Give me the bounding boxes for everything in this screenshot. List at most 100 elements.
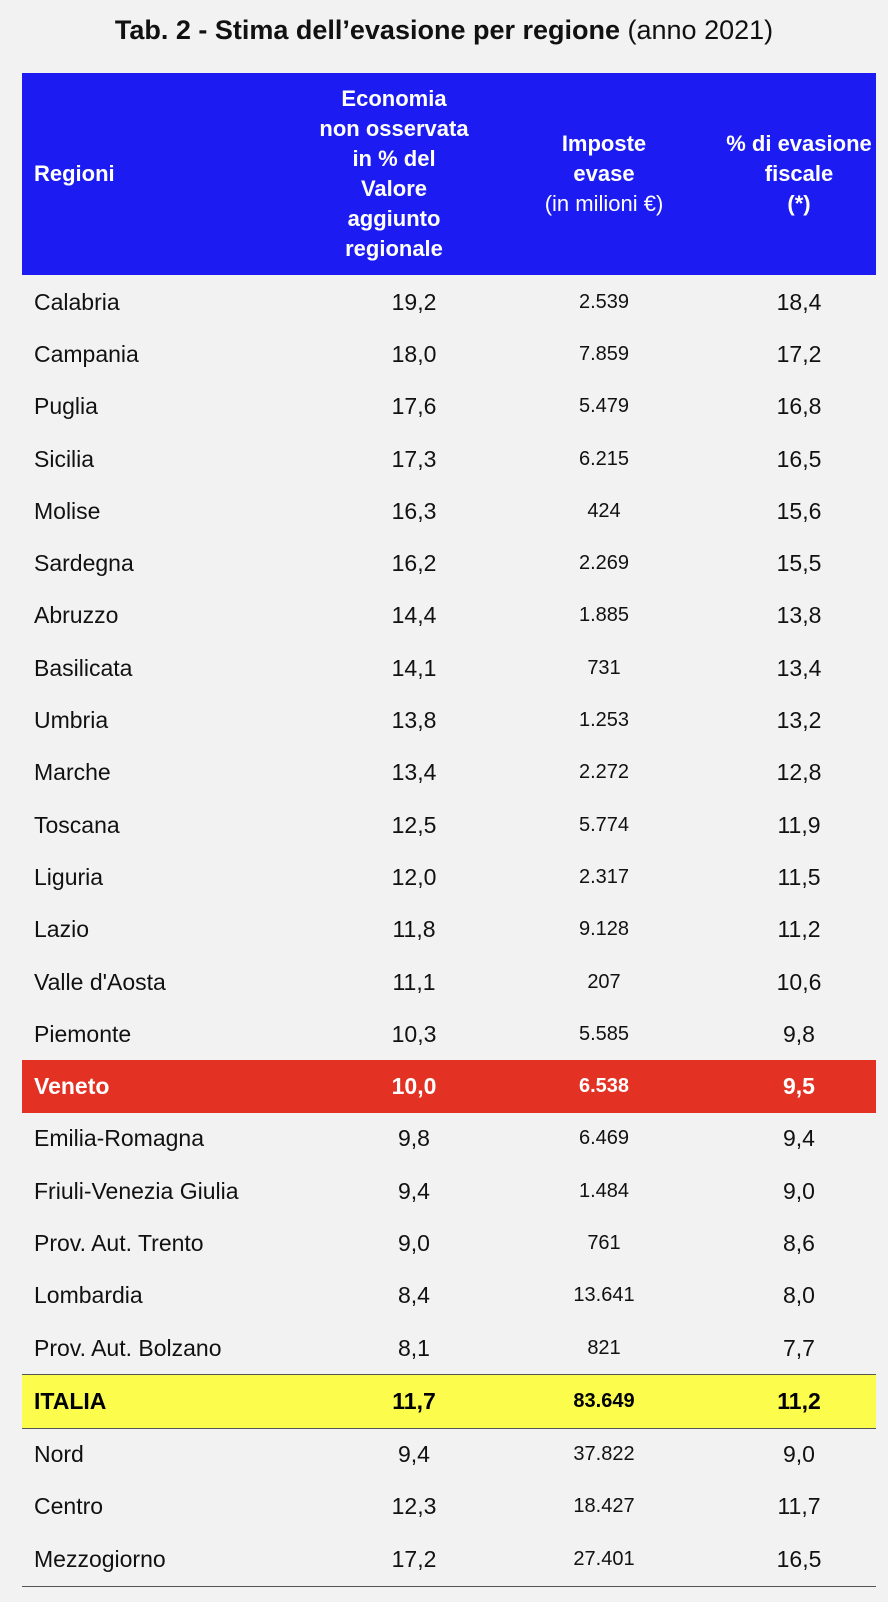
header-line: % di evasione <box>726 131 872 156</box>
header-line: in % del <box>352 146 436 171</box>
table-row: Sardegna 16,2 2.269 15,5 <box>22 537 876 589</box>
cell-imposte: 424 <box>587 499 621 522</box>
cell-imposte: 2.272 <box>578 761 630 784</box>
table-row: Sicilia 17,3 6.215 16,5 <box>22 433 876 485</box>
cell-evasione: 9,4 <box>783 1125 815 1152</box>
cell-evasione: 9,8 <box>783 1020 815 1047</box>
cell-region: Mezzogiorno <box>34 1545 166 1572</box>
cell-region: Campania <box>34 340 139 367</box>
cell-region: Prov. Aut. Bolzano <box>34 1334 222 1361</box>
table-row: Piemonte 10,3 5.585 9,8 <box>22 1008 876 1060</box>
cell-eno: 17,3 <box>391 445 437 472</box>
cell-imposte: 6.469 <box>578 1127 630 1150</box>
cell-eno: 12,0 <box>391 863 437 890</box>
cell-region: Lombardia <box>34 1282 143 1309</box>
header-evasione-fiscale: % di evasione fiscale (*) <box>694 73 888 275</box>
cell-evasione: 9,5 <box>783 1073 815 1100</box>
cell-eno: 12,3 <box>391 1493 437 1520</box>
cell-region: Emilia-Romagna <box>34 1125 205 1152</box>
cell-imposte: 5.479 <box>578 395 630 418</box>
cell-eno: 9,0 <box>398 1229 430 1256</box>
table-row: Calabria 19,2 2.539 18,4 <box>22 276 876 328</box>
cell-region: Lazio <box>34 916 89 943</box>
header-line: fiscale <box>764 161 834 186</box>
cell-evasione: 9,0 <box>783 1177 815 1204</box>
cell-evasione: 15,5 <box>776 550 822 577</box>
header-line: Imposte <box>561 131 647 156</box>
cell-imposte: 2.269 <box>578 552 630 575</box>
cell-region: Basilicata <box>34 654 133 681</box>
cell-eno: 18,0 <box>391 340 437 367</box>
cell-evasione: 17,2 <box>776 340 822 367</box>
cell-evasione: 16,5 <box>776 1545 822 1572</box>
table-row: Valle d'Aosta 11,1 207 10,6 <box>22 956 876 1008</box>
cell-region: Prov. Aut. Trento <box>34 1229 204 1256</box>
cell-eno: 16,3 <box>391 497 437 524</box>
cell-evasione: 11,9 <box>777 811 821 838</box>
table-header: Regioni Economia non osservata in % del … <box>22 73 876 275</box>
cell-evasione: 11,2 <box>777 916 821 943</box>
cell-imposte: 2.317 <box>578 865 630 888</box>
cell-imposte: 821 <box>587 1336 621 1359</box>
table-title-year: (anno 2021) <box>627 15 774 45</box>
cell-region: Toscana <box>34 811 120 838</box>
cell-imposte: 6.538 <box>578 1075 630 1098</box>
cell-region: Centro <box>34 1493 104 1520</box>
cell-evasione: 11,5 <box>777 863 821 890</box>
table-row: Friuli-Venezia Giulia 9,4 1.484 9,0 <box>22 1165 876 1217</box>
table-row: Prov. Aut. Trento 9,0 761 8,6 <box>22 1217 876 1269</box>
cell-eno: 17,6 <box>391 393 437 420</box>
cell-region: Abruzzo <box>34 602 119 629</box>
cell-region: Marche <box>34 759 111 786</box>
table-row: Mezzogiorno 17,2 27.401 16,5 <box>22 1533 876 1585</box>
cell-imposte: 1.484 <box>578 1179 630 1202</box>
table-row: Toscana 12,5 5.774 11,9 <box>22 799 876 851</box>
cell-evasione: 7,7 <box>783 1334 815 1361</box>
header-line: regionale <box>345 236 443 261</box>
cell-evasione: 9,0 <box>783 1441 815 1468</box>
header-economia-non-osservata: Economia non osservata in % del Valore a… <box>294 73 494 275</box>
cell-imposte: 6.215 <box>578 447 630 470</box>
cell-evasione: 15,6 <box>776 497 822 524</box>
cell-eno: 10,3 <box>391 1020 437 1047</box>
cell-region: Sicilia <box>34 445 95 472</box>
table-row: Umbria 13,8 1.253 13,2 <box>22 694 876 746</box>
cell-eno: 8,1 <box>398 1334 430 1361</box>
cell-evasione: 12,8 <box>776 759 822 786</box>
cell-evasione: 8,6 <box>783 1229 815 1256</box>
table-bottom-rule <box>22 1586 876 1587</box>
cell-imposte: 5.774 <box>578 813 630 836</box>
cell-evasione: 8,0 <box>783 1282 815 1309</box>
cell-region: Valle d'Aosta <box>34 968 166 995</box>
table-row: Centro 12,3 18.427 11,7 <box>22 1481 876 1533</box>
cell-region: Nord <box>34 1441 84 1468</box>
cell-region: Liguria <box>34 863 104 890</box>
table-row: Puglia 17,6 5.479 16,8 <box>22 381 876 433</box>
cell-eno: 10,0 <box>391 1073 437 1100</box>
cell-evasione: 13,4 <box>776 654 822 681</box>
table-row: Basilicata 14,1 731 13,4 <box>22 642 876 694</box>
table-row: Lombardia 8,4 13.641 8,0 <box>22 1270 876 1322</box>
cell-imposte: 13.641 <box>573 1284 635 1307</box>
cell-eno: 9,8 <box>398 1125 430 1152</box>
cell-eno: 13,8 <box>391 707 437 734</box>
cell-region: Veneto <box>34 1073 110 1100</box>
cell-region: Puglia <box>34 393 98 420</box>
cell-eno: 11,8 <box>392 916 436 943</box>
header-line: aggiunto <box>347 206 441 231</box>
cell-evasione: 13,8 <box>776 602 822 629</box>
table-row: Lazio 11,8 9.128 11,2 <box>22 904 876 956</box>
cell-imposte: 5.585 <box>578 1022 630 1045</box>
cell-imposte: 9.128 <box>578 918 630 941</box>
table-row: Emilia-Romagna 9,8 6.469 9,4 <box>22 1113 876 1165</box>
cell-region: Sardegna <box>34 550 134 577</box>
header-line: evase <box>573 161 635 186</box>
header-regioni-label: Regioni <box>34 161 115 186</box>
table-title-main: Tab. 2 - Stima dell’evasione per regione <box>114 15 620 45</box>
cell-eno: 17,2 <box>391 1545 437 1572</box>
cell-eno: 8,4 <box>398 1282 430 1309</box>
table-row: Abruzzo 14,4 1.885 13,8 <box>22 590 876 642</box>
header-line: Valore <box>360 176 428 201</box>
table-row: Nord 9,4 37.822 9,0 <box>22 1429 876 1481</box>
cell-eno: 16,2 <box>391 550 437 577</box>
